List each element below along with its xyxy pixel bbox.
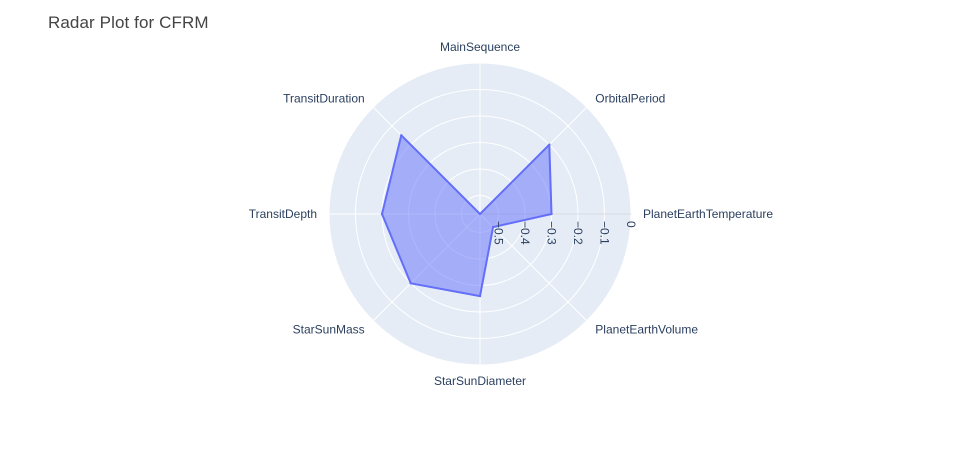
axis-label-1: OrbitalPeriod <box>595 92 665 106</box>
radar-trace[interactable] <box>380 134 553 298</box>
angular-axis-labels: PlanetEarthTemperature OrbitalPeriod MainS… <box>249 40 774 388</box>
radial-axis-ticks: −0.5 −0.4 −0.3 −0.2 −0.1 0 <box>492 221 639 245</box>
data-point-TransitDuration[interactable] <box>400 134 403 137</box>
data-point-MainSequence[interactable] <box>478 212 482 216</box>
radial-tick-label-5: 0 <box>624 221 638 228</box>
data-point-OrbitalPeriod[interactable] <box>548 143 551 146</box>
axis-label-5: StarSunMass <box>293 322 365 336</box>
data-point-PlanetEarthVolume[interactable] <box>491 225 495 229</box>
radial-tick-label-2: −0.3 <box>545 221 559 245</box>
data-point-TransitDepth[interactable] <box>380 212 384 216</box>
data-point-PlanetEarthTemperature[interactable] <box>550 212 553 216</box>
axis-label-6: StarSunDiameter <box>434 374 526 388</box>
radial-tick-label-1: −0.4 <box>518 221 532 245</box>
chart-title: Radar Plot for CFRM <box>48 13 209 32</box>
axis-label-2: MainSequence <box>440 40 520 54</box>
grid-spoke-7 <box>479 213 588 322</box>
data-point-StarSunDiameter[interactable] <box>478 294 482 298</box>
radial-tick-label-4: −0.1 <box>598 221 612 245</box>
data-point-StarSunMass[interactable] <box>409 282 412 285</box>
axis-label-4: TransitDepth <box>249 207 317 221</box>
axis-label-7: PlanetEarthVolume <box>595 322 698 336</box>
radial-tick-label-3: −0.2 <box>571 221 585 245</box>
axis-label-3: TransitDuration <box>283 92 365 106</box>
axis-label-0: PlanetEarthTemperature <box>643 207 773 221</box>
radial-tick-label-0: −0.5 <box>492 221 506 245</box>
